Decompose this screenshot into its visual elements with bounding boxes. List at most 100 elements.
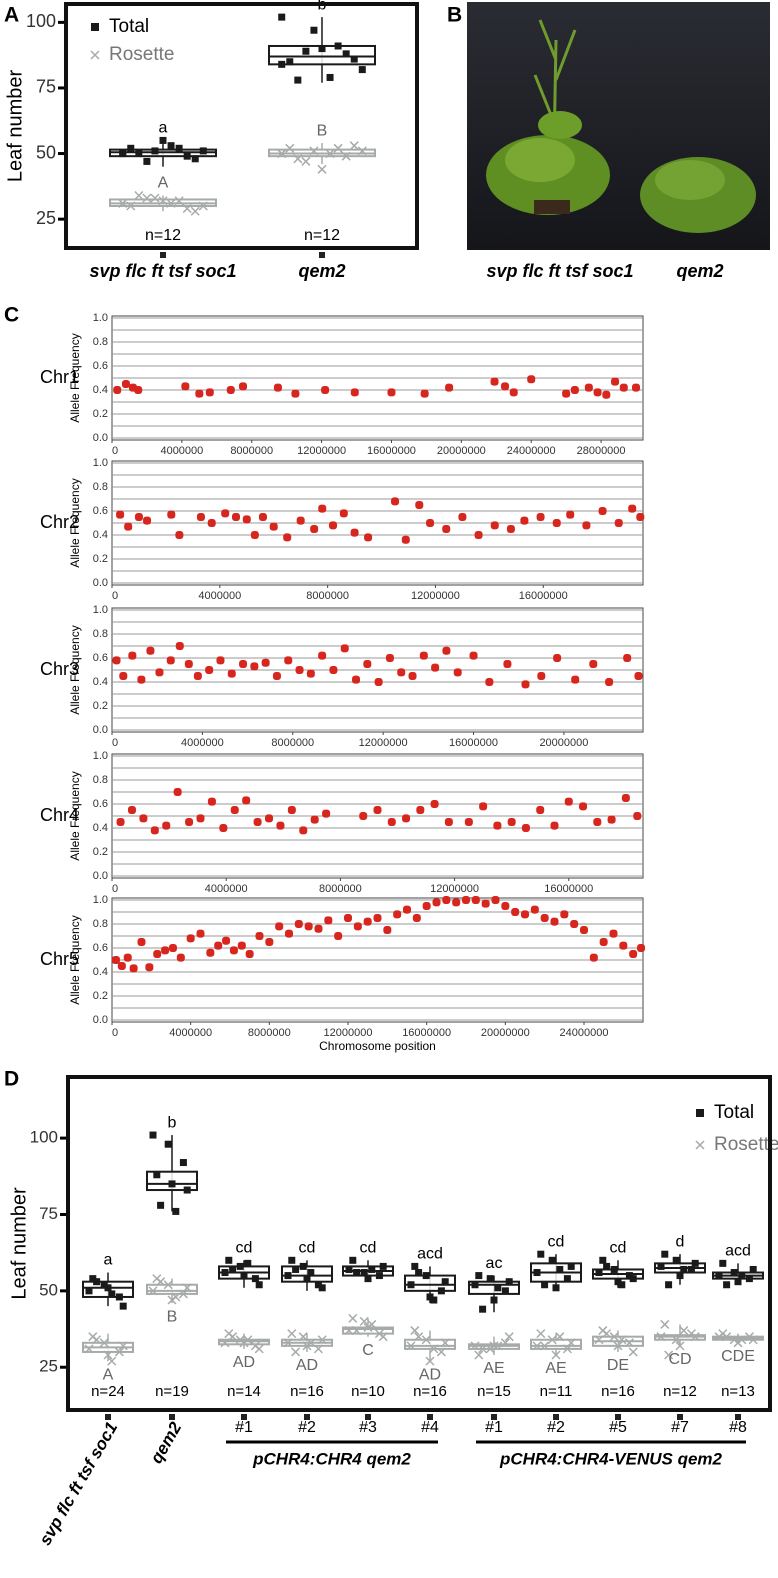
y-tick-label: 0.6	[93, 360, 108, 372]
point	[107, 1356, 117, 1366]
point	[317, 1335, 327, 1345]
n-label: n=15	[477, 1383, 511, 1400]
point	[272, 672, 281, 680]
point	[690, 1332, 700, 1342]
point	[143, 516, 152, 525]
point	[506, 525, 515, 533]
point	[599, 938, 608, 946]
point	[602, 390, 611, 399]
point	[491, 896, 500, 904]
point	[636, 513, 645, 521]
point	[250, 662, 259, 671]
x-tick-label: #2	[547, 1419, 565, 1436]
point	[625, 1272, 633, 1280]
point	[182, 1283, 192, 1293]
point	[226, 386, 235, 394]
point	[453, 668, 462, 677]
point	[582, 521, 591, 530]
point	[236, 1262, 244, 1270]
y-tick-label: 0.8	[93, 481, 108, 493]
point	[321, 386, 330, 394]
plot-frame	[66, 1075, 772, 1412]
point	[116, 510, 125, 519]
point	[633, 812, 642, 820]
x-tick-label: #5	[609, 1419, 627, 1436]
point	[363, 917, 372, 926]
photo-label: svp flc ft tsf soc1	[486, 261, 633, 281]
point	[158, 196, 168, 206]
point	[537, 1250, 545, 1258]
point	[291, 389, 300, 398]
point	[610, 1265, 618, 1273]
point	[474, 531, 483, 539]
point	[124, 522, 133, 531]
chromosome-label: Chr2	[40, 512, 79, 532]
point	[391, 497, 400, 506]
point	[255, 932, 264, 940]
x-tick-label: 12000000	[324, 1027, 373, 1039]
point	[164, 1140, 172, 1148]
legend-label: Rosette	[109, 44, 174, 65]
point	[318, 504, 327, 513]
point	[166, 198, 176, 208]
x-tick	[553, 1414, 559, 1420]
point	[206, 948, 215, 957]
point	[231, 513, 240, 521]
point	[220, 1338, 230, 1348]
point	[340, 644, 349, 653]
point	[598, 507, 607, 515]
y-tick-label: 1.0	[93, 457, 108, 469]
point	[242, 796, 251, 805]
x-tick-label: 20000000	[539, 737, 588, 749]
n-label: n=16	[290, 1383, 324, 1400]
point	[278, 60, 286, 68]
y-tick-label: 75	[36, 77, 56, 97]
x-tick-label: qem2	[298, 261, 345, 281]
x-tick	[304, 1414, 310, 1420]
y-tick-label: 0.6	[93, 505, 108, 517]
point	[175, 144, 183, 152]
y-tick-label: 0.2	[93, 700, 108, 712]
y-tick-label: 0.8	[93, 774, 108, 786]
point	[156, 1277, 166, 1287]
point	[420, 389, 429, 398]
point	[306, 669, 315, 678]
point	[415, 1269, 423, 1277]
legend-label: Total	[109, 16, 149, 37]
point	[505, 1278, 513, 1286]
point	[199, 147, 207, 155]
point	[278, 13, 286, 21]
point	[474, 1350, 484, 1360]
y-tick-label: 100	[26, 11, 56, 31]
point	[193, 672, 202, 680]
point	[296, 516, 305, 525]
point	[462, 896, 470, 904]
point	[183, 152, 191, 160]
x-tick-label: 12000000	[430, 883, 479, 895]
n-label: n=12	[663, 1383, 697, 1400]
x-tick-label: 12000000	[359, 737, 408, 749]
point	[227, 669, 236, 678]
y-tick-label: 1.0	[93, 894, 108, 906]
point	[422, 902, 431, 910]
point	[432, 898, 441, 907]
x-tick-label: 24000000	[507, 445, 556, 457]
point	[310, 26, 318, 34]
point	[567, 1262, 575, 1270]
point	[471, 896, 480, 904]
point	[624, 1338, 634, 1348]
group-letter: DE	[607, 1357, 629, 1374]
point	[419, 651, 428, 660]
point	[373, 914, 382, 922]
y-tick-label: 1.0	[93, 604, 108, 616]
point	[174, 196, 184, 206]
point	[621, 794, 630, 802]
y-tick-label: 0.8	[93, 336, 108, 348]
point	[437, 1287, 445, 1295]
point	[273, 383, 282, 392]
point	[536, 513, 545, 521]
x-tick	[365, 1414, 371, 1420]
x-tick-label: 16000000	[367, 445, 416, 457]
panel-label: D	[4, 1068, 19, 1091]
